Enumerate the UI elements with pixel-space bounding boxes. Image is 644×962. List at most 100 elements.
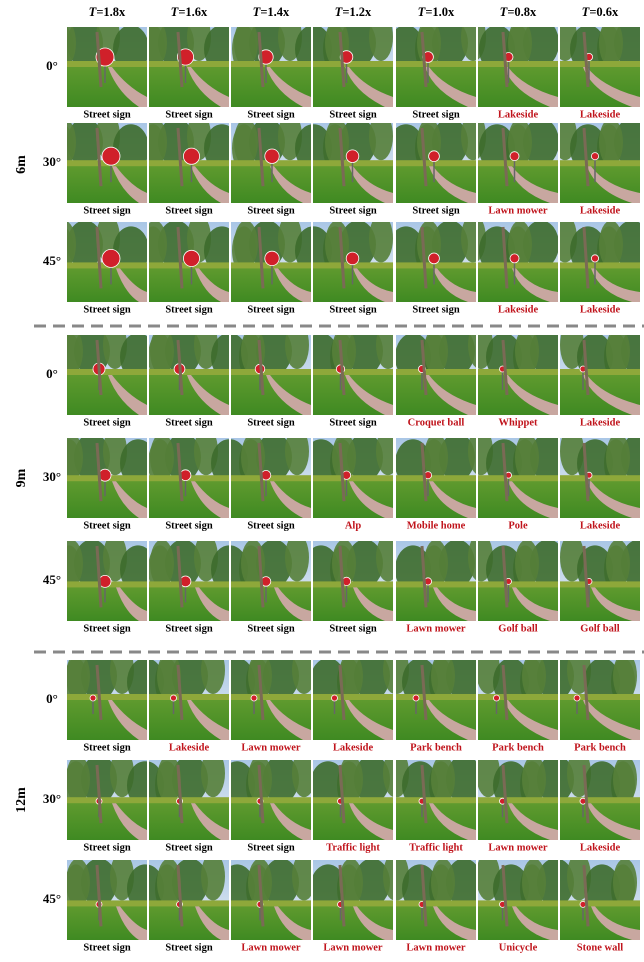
trunk <box>501 339 509 396</box>
tree <box>339 660 363 700</box>
tree <box>325 222 349 269</box>
prediction-label: Street sign <box>247 417 295 428</box>
tree <box>523 123 558 167</box>
column-value: =1.8x <box>96 5 126 19</box>
column-symbol: T <box>500 5 509 19</box>
path <box>116 906 147 940</box>
photo <box>231 860 311 940</box>
trunk <box>338 442 346 502</box>
tree <box>285 335 309 369</box>
stop-sign <box>428 252 440 265</box>
prediction-label: Street sign <box>165 942 213 953</box>
tree <box>292 860 311 901</box>
trunk <box>257 127 265 187</box>
tree <box>354 660 390 700</box>
trunk <box>420 764 428 824</box>
prediction-label: Pole <box>508 520 528 531</box>
prediction-label: Croquet ball <box>408 417 465 428</box>
trunk <box>338 864 346 927</box>
column-header: T=1.2x <box>335 5 372 19</box>
hedge <box>560 475 640 484</box>
prediction-label: Street sign <box>247 520 295 531</box>
stop-sign <box>89 694 97 702</box>
path <box>108 67 147 107</box>
path <box>116 268 147 302</box>
prediction-label: Lawn mower <box>406 623 466 634</box>
prediction-label: Lawn mower <box>241 942 301 953</box>
photo <box>478 335 558 415</box>
stop-sign <box>331 694 338 702</box>
stop-sign <box>101 146 121 166</box>
tree <box>347 541 383 588</box>
photo <box>67 335 147 415</box>
prediction-label: Street sign <box>165 109 213 120</box>
tree <box>439 541 475 588</box>
angle-label: 45° <box>43 253 61 268</box>
tree <box>292 660 311 694</box>
path <box>508 481 558 518</box>
tree <box>369 123 393 161</box>
prediction-label: Stone wall <box>577 942 623 953</box>
angle-label: 45° <box>43 572 61 587</box>
photo <box>396 27 476 107</box>
trunk <box>420 127 428 187</box>
trunk <box>176 127 184 187</box>
tree <box>295 226 311 275</box>
prediction-label: Lawn mower <box>488 205 548 216</box>
tree <box>165 335 201 375</box>
photo <box>396 860 476 940</box>
tree <box>149 27 167 67</box>
trunk <box>338 545 346 608</box>
trunk <box>257 764 265 824</box>
trunk <box>176 226 184 289</box>
path <box>425 700 476 740</box>
tree <box>325 123 349 167</box>
tree <box>424 438 448 482</box>
angle-label: 30° <box>43 791 61 806</box>
tree <box>67 660 90 700</box>
prediction-label: Street sign <box>412 205 460 216</box>
photo <box>313 123 393 203</box>
hedge <box>560 694 640 702</box>
tree <box>204 124 229 173</box>
photo <box>396 222 476 302</box>
tree <box>165 438 201 482</box>
path <box>512 906 558 940</box>
hedge <box>231 581 311 590</box>
path <box>429 803 476 840</box>
tree <box>313 864 346 913</box>
photo <box>231 660 311 740</box>
hedge <box>313 900 393 909</box>
hedge <box>149 369 229 377</box>
tree <box>606 541 630 588</box>
tree <box>263 660 299 700</box>
prediction-label: Alp <box>345 520 362 531</box>
distance-label: 12m <box>14 787 29 813</box>
prediction-label: Street sign <box>329 304 377 315</box>
hedge <box>396 475 476 484</box>
tree <box>157 660 181 700</box>
path <box>345 375 393 415</box>
prediction-label: Street sign <box>412 304 460 315</box>
prediction-label: Mobile home <box>407 520 466 531</box>
column-value: =1.2x <box>342 5 372 19</box>
column-header: T=0.8x <box>500 5 537 19</box>
column-value: =0.6x <box>589 5 619 19</box>
tree <box>369 27 393 61</box>
column-value: =1.0x <box>425 5 455 19</box>
trunk <box>420 864 428 927</box>
stop-sign <box>509 253 520 264</box>
column-value: =1.6x <box>178 5 208 19</box>
tree <box>432 123 468 167</box>
photo <box>478 222 558 302</box>
hedge <box>149 797 229 806</box>
path <box>274 906 311 940</box>
path <box>425 67 476 107</box>
path <box>349 166 393 203</box>
tree <box>347 438 383 482</box>
tree <box>313 761 346 810</box>
distance-label: 6m <box>14 155 29 174</box>
tree <box>432 27 468 67</box>
prediction-label: Unicycle <box>499 942 538 953</box>
prediction-label: Traffic light <box>409 842 463 853</box>
